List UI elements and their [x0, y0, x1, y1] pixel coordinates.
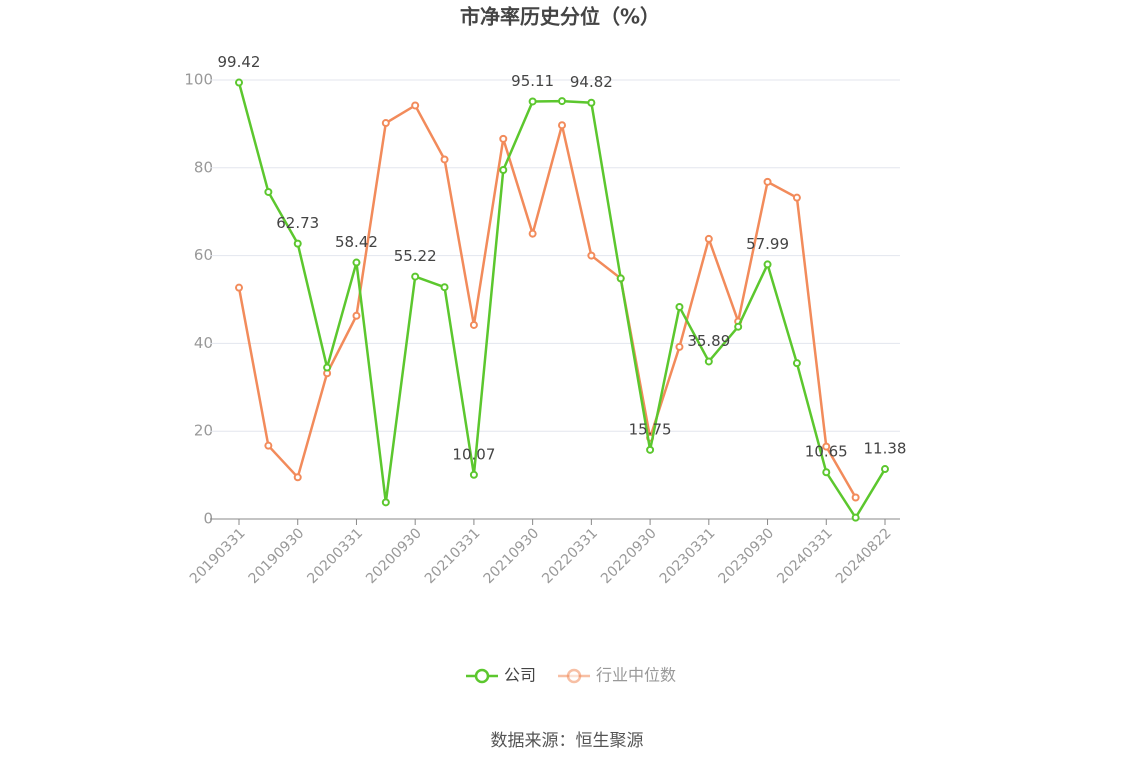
- x-tick-label: 20190331: [187, 525, 249, 587]
- point: [822, 442, 831, 451]
- data-label: 10.07: [452, 445, 495, 463]
- data-label: 57.99: [746, 235, 789, 253]
- x-tick-label: 20200331: [304, 525, 366, 587]
- y-tick-label: 60: [194, 246, 213, 264]
- point: [704, 234, 713, 243]
- data-label: 10.65: [805, 443, 848, 461]
- point: [235, 78, 243, 87]
- point: [675, 342, 684, 351]
- point: [763, 177, 772, 186]
- source: 数据来源：恒生聚源: [491, 731, 644, 751]
- point: [499, 165, 508, 174]
- data-label: 62.73: [276, 214, 319, 232]
- x-tick-label: 20210930: [481, 525, 543, 587]
- data-label: 15.75: [629, 420, 672, 438]
- y-tick-label: 0: [203, 510, 213, 528]
- point: [352, 258, 361, 267]
- x-tick-label: 20230930: [715, 525, 777, 587]
- x-tick-label: 20190930: [246, 525, 308, 587]
- point: [587, 98, 596, 107]
- y-tick-label: 100: [184, 71, 213, 89]
- series-line: [237, 82, 887, 521]
- x-tick-label: 20220930: [598, 525, 660, 587]
- point: [616, 274, 625, 283]
- point: [440, 283, 449, 292]
- point: [881, 465, 889, 474]
- legend-label: 公司: [504, 666, 536, 685]
- series-line: [237, 103, 857, 499]
- point: [411, 272, 420, 281]
- point: [851, 513, 860, 522]
- data-label: 35.89: [687, 332, 730, 350]
- point: [822, 468, 831, 477]
- point: [381, 498, 390, 507]
- point: [293, 239, 302, 248]
- y-tick-label: 80: [194, 158, 213, 176]
- point: [704, 357, 713, 366]
- y-tick-label: 20: [194, 422, 213, 440]
- x-tick-label: 20230331: [657, 525, 719, 587]
- point: [440, 155, 449, 164]
- x-tick-label: 20220331: [539, 525, 601, 587]
- point: [264, 441, 273, 450]
- data-label: 95.11: [511, 72, 554, 90]
- data-label: 94.82: [570, 73, 613, 91]
- point: [558, 121, 566, 130]
- chart-title: 市净率历史分位（%）: [460, 5, 660, 29]
- point: [646, 445, 655, 454]
- x-tick-label: 20240331: [774, 525, 836, 587]
- point: [558, 97, 566, 106]
- point: [411, 101, 420, 110]
- point: [528, 97, 537, 106]
- point: [587, 251, 596, 260]
- x-tick-label: 20200930: [363, 525, 425, 587]
- point: [851, 493, 860, 502]
- x-tick-label: 20240822: [833, 525, 895, 587]
- legend-marker: [566, 668, 582, 684]
- data-label: 99.42: [218, 53, 261, 71]
- point: [469, 470, 478, 479]
- y-tick-label: 40: [194, 334, 213, 352]
- point: [264, 187, 273, 196]
- x-tick-label: 20210331: [422, 525, 484, 587]
- data-label: 55.22: [394, 247, 437, 265]
- point: [528, 229, 537, 238]
- legend-marker: [474, 668, 490, 684]
- point: [323, 363, 332, 372]
- data-label: 11.38: [864, 440, 907, 458]
- point: [352, 311, 361, 320]
- point: [734, 322, 743, 331]
- point: [469, 320, 478, 329]
- data-label: 58.42: [335, 233, 378, 251]
- point: [675, 302, 684, 311]
- legend-label: 行业中位数: [596, 666, 676, 685]
- point: [381, 119, 390, 128]
- point: [293, 473, 302, 482]
- point: [235, 283, 243, 292]
- point: [792, 359, 801, 368]
- point: [792, 193, 801, 202]
- point: [499, 134, 508, 143]
- point: [763, 260, 772, 269]
